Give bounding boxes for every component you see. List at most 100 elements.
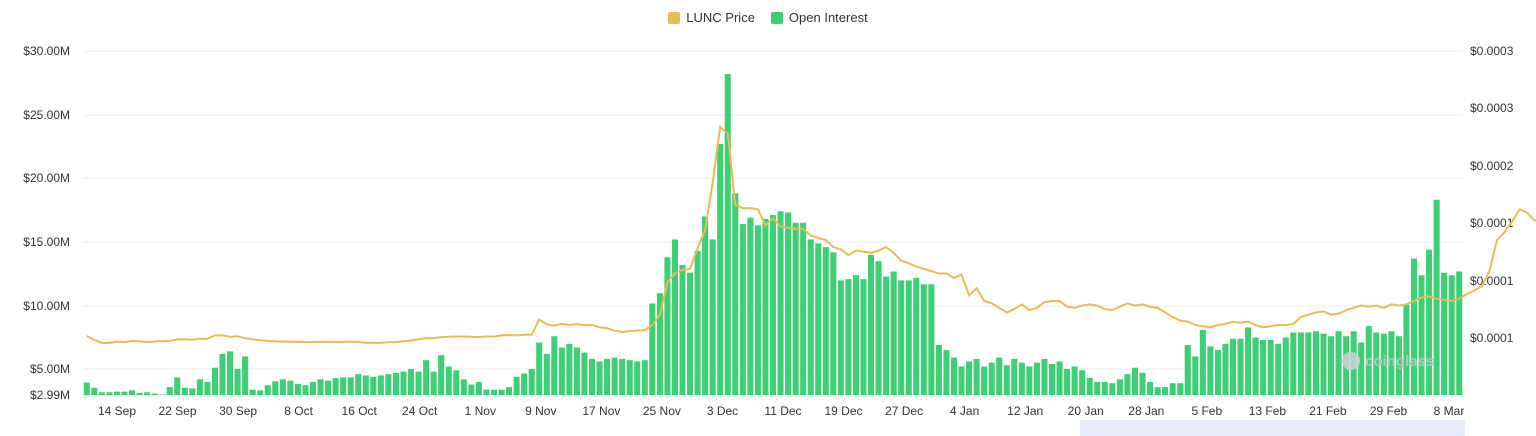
open-interest-bar[interactable] bbox=[1199, 329, 1206, 395]
open-interest-bar[interactable] bbox=[543, 353, 550, 395]
open-interest-bar[interactable] bbox=[792, 222, 799, 395]
open-interest-bar[interactable] bbox=[777, 211, 784, 395]
open-interest-bar[interactable] bbox=[1388, 331, 1395, 395]
open-interest-bar[interactable] bbox=[1373, 332, 1380, 395]
open-interest-bar[interactable] bbox=[626, 360, 633, 395]
open-interest-bar[interactable] bbox=[174, 377, 181, 395]
open-interest-bar[interactable] bbox=[408, 369, 415, 395]
open-interest-bar[interactable] bbox=[1192, 356, 1199, 395]
open-interest-bar[interactable] bbox=[1131, 367, 1138, 395]
open-interest-bar[interactable] bbox=[551, 336, 558, 395]
open-interest-bar[interactable] bbox=[604, 358, 611, 395]
open-interest-bar[interactable] bbox=[468, 384, 475, 395]
open-interest-bar[interactable] bbox=[1003, 365, 1010, 395]
open-interest-bar[interactable] bbox=[754, 225, 761, 395]
open-interest-bar[interactable] bbox=[656, 293, 663, 395]
open-interest-bar[interactable] bbox=[619, 358, 626, 395]
open-interest-bar[interactable] bbox=[151, 393, 158, 395]
open-interest-bar[interactable] bbox=[113, 391, 120, 395]
open-interest-bar[interactable] bbox=[438, 355, 445, 395]
open-interest-bar[interactable] bbox=[1358, 342, 1365, 395]
open-interest-bar[interactable] bbox=[769, 215, 777, 395]
open-interest-bar[interactable] bbox=[528, 369, 535, 395]
open-interest-bar[interactable] bbox=[1033, 362, 1040, 395]
open-interest-bar[interactable] bbox=[1380, 333, 1387, 395]
open-interest-bar[interactable] bbox=[136, 392, 143, 395]
open-interest-bar[interactable] bbox=[747, 217, 754, 395]
open-interest-bar[interactable] bbox=[1026, 366, 1033, 395]
open-interest-bar[interactable] bbox=[1101, 381, 1108, 395]
open-interest-bar[interactable] bbox=[1086, 378, 1093, 395]
open-interest-bar[interactable] bbox=[1448, 275, 1455, 395]
open-interest-bar[interactable] bbox=[958, 366, 965, 395]
open-interest-bar[interactable] bbox=[1320, 333, 1327, 395]
open-interest-bar[interactable] bbox=[1237, 338, 1244, 395]
open-interest-bar[interactable] bbox=[1305, 332, 1312, 395]
open-interest-bar[interactable] bbox=[242, 356, 249, 395]
open-interest-bar[interactable] bbox=[935, 345, 942, 395]
open-interest-bar[interactable] bbox=[1116, 379, 1123, 395]
open-interest-bar[interactable] bbox=[558, 347, 565, 395]
open-interest-bar[interactable] bbox=[589, 358, 596, 395]
open-interest-bar[interactable] bbox=[83, 382, 90, 395]
open-interest-bar[interactable] bbox=[490, 389, 497, 395]
open-interest-bar[interactable] bbox=[852, 275, 859, 395]
open-interest-bar[interactable] bbox=[362, 375, 369, 395]
open-interest-bar[interactable] bbox=[1049, 363, 1056, 395]
open-interest-bar[interactable] bbox=[181, 387, 188, 395]
open-interest-bar[interactable] bbox=[445, 366, 452, 395]
open-interest-bar[interactable] bbox=[219, 353, 226, 395]
open-interest-bar[interactable] bbox=[287, 380, 294, 395]
open-interest-bar[interactable] bbox=[920, 284, 927, 395]
open-interest-bar[interactable] bbox=[1169, 383, 1176, 395]
open-interest-bar[interactable] bbox=[1245, 327, 1252, 395]
open-interest-bar[interactable] bbox=[279, 379, 286, 395]
open-interest-bar[interactable] bbox=[573, 347, 580, 395]
open-interest-bar[interactable] bbox=[1403, 304, 1410, 395]
open-interest-bar[interactable] bbox=[860, 279, 867, 395]
open-interest-bar[interactable] bbox=[1456, 271, 1463, 395]
open-interest-bar[interactable] bbox=[377, 375, 384, 395]
open-interest-bar[interactable] bbox=[506, 387, 513, 395]
open-interest-bar[interactable] bbox=[317, 379, 324, 395]
open-interest-bar[interactable] bbox=[709, 239, 716, 395]
open-interest-bar[interactable] bbox=[988, 362, 995, 395]
open-interest-bar[interactable] bbox=[800, 222, 807, 395]
open-interest-bar[interactable] bbox=[950, 357, 957, 395]
open-interest-bar[interactable] bbox=[649, 303, 656, 395]
open-interest-bar[interactable] bbox=[1290, 332, 1297, 395]
open-interest-bar[interactable] bbox=[98, 392, 105, 395]
open-interest-bar[interactable] bbox=[671, 239, 678, 395]
open-interest-bar[interactable] bbox=[875, 261, 882, 395]
open-interest-bar[interactable] bbox=[309, 381, 317, 395]
open-interest-bar[interactable] bbox=[807, 239, 814, 395]
open-interest-bar[interactable] bbox=[1011, 358, 1018, 395]
open-interest-bar[interactable] bbox=[913, 277, 920, 395]
open-interest-bar[interactable] bbox=[845, 279, 852, 395]
open-interest-bar[interactable] bbox=[928, 284, 935, 395]
open-interest-bar[interactable] bbox=[1018, 362, 1025, 395]
open-interest-bar[interactable] bbox=[566, 343, 573, 395]
open-interest-bar[interactable] bbox=[294, 383, 301, 395]
open-interest-bar[interactable] bbox=[453, 370, 460, 395]
open-interest-bar[interactable] bbox=[1418, 275, 1425, 395]
open-interest-bar[interactable] bbox=[91, 387, 98, 395]
open-interest-bar[interactable] bbox=[830, 252, 837, 395]
open-interest-bar[interactable] bbox=[227, 351, 234, 395]
open-interest-bar[interactable] bbox=[1395, 336, 1402, 395]
open-interest-bar[interactable] bbox=[536, 342, 543, 395]
open-interest-bar[interactable] bbox=[121, 391, 128, 395]
open-interest-bar[interactable] bbox=[1184, 345, 1191, 395]
open-interest-bar[interactable] bbox=[1335, 331, 1342, 395]
open-interest-bar[interactable] bbox=[204, 381, 211, 395]
open-interest-bar[interactable] bbox=[521, 373, 528, 395]
open-interest-bar[interactable] bbox=[634, 361, 641, 395]
open-interest-bar[interactable] bbox=[694, 250, 701, 395]
open-interest-bar[interactable] bbox=[702, 216, 709, 395]
open-interest-bar[interactable] bbox=[1222, 343, 1229, 395]
open-interest-bar[interactable] bbox=[785, 212, 792, 395]
open-interest-bar[interactable] bbox=[332, 378, 339, 395]
open-interest-bar[interactable] bbox=[837, 280, 844, 395]
open-interest-bar[interactable] bbox=[1207, 346, 1214, 395]
open-interest-bar[interactable] bbox=[1312, 331, 1319, 395]
